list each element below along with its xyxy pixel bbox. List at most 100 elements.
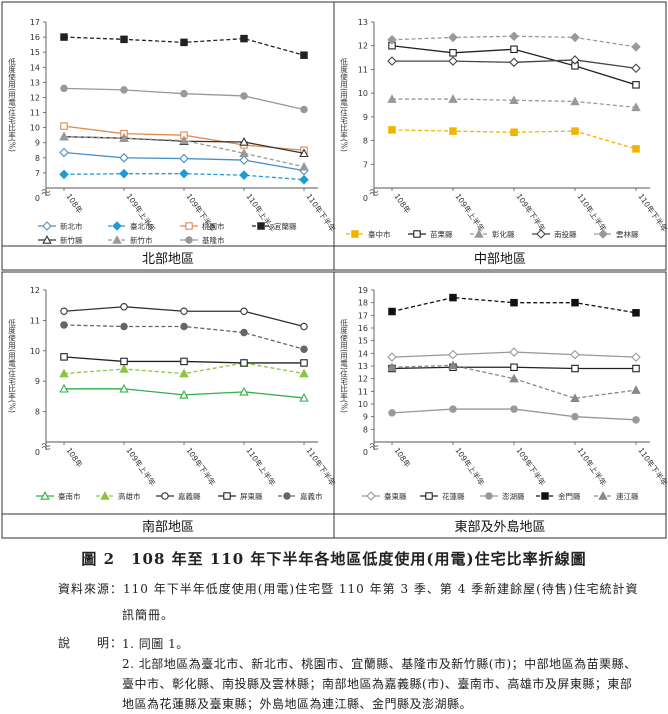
y-tick-label: 8	[35, 154, 40, 163]
data-point	[632, 364, 640, 373]
data-point	[119, 364, 129, 373]
data-point	[300, 105, 308, 114]
notes-label: 說 明：	[58, 636, 124, 650]
data-point	[631, 352, 641, 362]
y-tick-label: 19	[358, 286, 368, 295]
chart-panel-4: 東部及外島地區 8 9 10 11 12 13 14 15 16 17 18 19 0 低度使用(用電)住宅…	[333, 271, 668, 539]
legend-swatch-marker	[223, 492, 231, 500]
y-axis-title: 低度使用(用電)住宅比率(%)	[339, 57, 348, 152]
x-tick-label: 108年	[392, 191, 413, 215]
data-point	[240, 359, 248, 367]
x-tick-label: 110年下半年	[304, 191, 338, 233]
data-point	[387, 56, 397, 66]
region-title: 北部地區	[142, 252, 194, 267]
legend-entry: 嘉義市	[278, 491, 323, 501]
y-tick-label: 10	[358, 400, 368, 409]
legend-entry: 連江縣	[594, 491, 639, 501]
data-point	[570, 55, 580, 65]
legend-label: 彰化縣	[492, 229, 515, 239]
data-point	[119, 383, 129, 393]
data-point	[59, 383, 69, 393]
data-point	[448, 56, 458, 66]
y-tick-label: 12	[358, 375, 368, 384]
legend-swatch-marker	[485, 492, 493, 500]
legend-entry: 臺南市	[36, 491, 81, 501]
data-point	[387, 362, 397, 372]
data-point	[509, 347, 519, 357]
y-tick-label: 8	[363, 425, 368, 434]
legend-label: 金門縣	[558, 491, 581, 501]
data-point	[510, 405, 518, 413]
data-point	[179, 153, 189, 164]
data-point	[300, 51, 308, 59]
legend-entry: 基隆市	[180, 235, 225, 245]
axis-break-mark	[369, 189, 379, 196]
legend-swatch-marker	[161, 492, 169, 500]
data-point	[120, 35, 128, 44]
series-臺南市	[59, 383, 309, 402]
region-title: 東部及外島地區	[454, 519, 545, 535]
legend-entry: 臺中市	[346, 229, 391, 239]
legend-swatch-marker	[185, 222, 193, 230]
legend-label: 新北市	[60, 221, 83, 231]
y-tick-label: 18	[358, 299, 368, 308]
data-point	[510, 45, 518, 54]
x-tick-label: 109年上半年	[124, 445, 158, 487]
y-tick-label: 7	[363, 160, 368, 169]
data-point	[120, 322, 128, 331]
data-point	[240, 34, 248, 43]
data-point	[240, 92, 248, 100]
axis-break-mark	[41, 443, 51, 450]
data-point	[448, 94, 458, 103]
series-臺中市	[388, 126, 640, 153]
panel-border	[333, 1, 667, 271]
legend-label: 高雄市	[118, 491, 141, 501]
legend-swatch-marker	[112, 235, 122, 244]
y-tick-label: 12	[30, 286, 40, 295]
series-line	[392, 98, 637, 109]
legend-entry: 宜蘭縣	[252, 221, 297, 231]
x-tick-label: 110年下半年	[636, 445, 668, 487]
data-point	[571, 127, 579, 135]
data-point	[449, 405, 457, 413]
data-point	[448, 349, 458, 360]
data-point	[179, 368, 189, 378]
y-tick-label: 11	[358, 387, 368, 396]
data-point	[300, 359, 308, 367]
legend-label: 臺北市	[130, 221, 153, 231]
data-point	[449, 49, 457, 57]
legend-label: 嘉義縣	[178, 491, 201, 501]
y-tick-label: 9	[35, 139, 40, 148]
data-point	[632, 145, 640, 153]
y-tick-label: 11	[358, 65, 368, 74]
x-tick-label: 110年下半年	[636, 191, 668, 233]
data-point	[180, 357, 188, 366]
legend-swatch-marker	[413, 230, 421, 238]
y-tick-label: 13	[358, 362, 368, 371]
legend-swatch-marker	[257, 222, 265, 230]
series-臺北市	[59, 168, 309, 185]
data-point	[59, 131, 69, 141]
figure-chart-grid: 北部地區 7 8 9 10 11 12 13 14 15 16 17 0 低度使用(用電)住宅比率(%) 1…	[1, 1, 668, 539]
y-tick-label: 17	[30, 18, 40, 27]
source-label: 資料來源：	[58, 582, 124, 596]
data-point	[299, 148, 309, 158]
legend-swatch-marker	[598, 229, 608, 239]
data-point	[60, 307, 68, 316]
y-axis-title: 低度使用(用電)住宅比率(%)	[7, 57, 16, 152]
series-雲林縣	[387, 31, 641, 52]
data-point	[60, 84, 68, 93]
legend-entry: 桃園市	[180, 221, 225, 231]
data-point	[59, 169, 69, 180]
y-tick-label: 8	[35, 408, 40, 417]
data-point	[119, 133, 129, 142]
data-point	[631, 385, 641, 394]
data-point	[239, 170, 249, 180]
data-point	[300, 322, 308, 331]
data-point	[509, 95, 519, 105]
data-point	[119, 153, 129, 163]
data-point	[509, 57, 519, 68]
series-臺東縣	[387, 347, 641, 362]
y-tick-label: 0	[363, 448, 368, 457]
legend-label: 臺南市	[58, 491, 81, 501]
